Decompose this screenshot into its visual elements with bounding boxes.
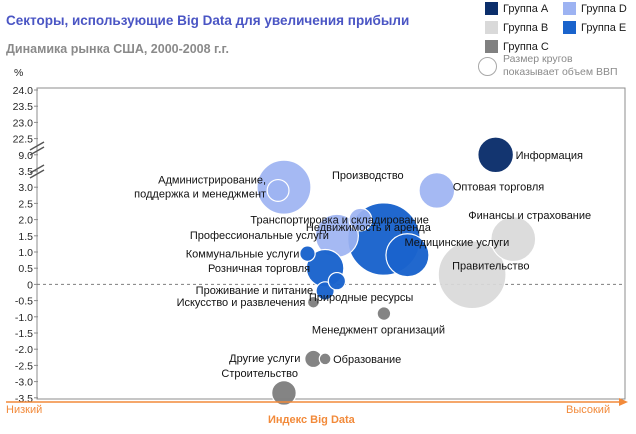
y-tick-label: 9.0 bbox=[18, 150, 33, 162]
x-axis-high: Высокий bbox=[566, 404, 611, 416]
chart-subtitle: Динамика рынка США, 2000-2008 г.г. bbox=[6, 42, 229, 56]
y-tick-label: 23.0 bbox=[13, 117, 34, 129]
bubble-12 bbox=[437, 240, 507, 310]
x-axis-arrow bbox=[6, 398, 628, 406]
legend-item-d: Группа D bbox=[563, 2, 627, 15]
y-tick-label: 2.5 bbox=[18, 198, 33, 210]
size-note-text: Размер кругов показывает объем ВВП bbox=[503, 53, 618, 79]
legend-swatch-c bbox=[485, 40, 498, 53]
point-label-10: Медицинские услуги bbox=[404, 237, 509, 249]
point-label-9: Коммунальные услуги bbox=[186, 249, 300, 261]
bubble-6 bbox=[490, 216, 537, 263]
y-tick-label: -1.5 bbox=[15, 328, 33, 340]
y-tick-label: 0.5 bbox=[18, 263, 33, 275]
point-labels: Компьютеры и электроникаИнформацияПроизв… bbox=[134, 150, 591, 380]
point-label-17: Другие услуги bbox=[229, 353, 300, 365]
point-label-6: Финансы и страхование bbox=[468, 210, 591, 222]
y-tick-label: 3.5 bbox=[18, 166, 33, 178]
legend-swatch-b bbox=[485, 21, 498, 34]
axis-break-mark bbox=[29, 146, 45, 156]
chart-title: Секторы, использующие Big Data для увели… bbox=[6, 13, 410, 28]
size-note-line-1: Размер кругов bbox=[503, 53, 573, 65]
bubble-3 bbox=[418, 172, 456, 209]
y-tick-label: 3.0 bbox=[18, 182, 33, 194]
bubble-5 bbox=[348, 207, 373, 232]
point-label-19: Строительство bbox=[221, 368, 298, 380]
y-tick-label: -0.5 bbox=[15, 296, 33, 308]
bubble-16 bbox=[376, 306, 392, 321]
y-tick-label: -2.5 bbox=[15, 360, 33, 372]
legend-item-a: Группа A bbox=[485, 2, 548, 15]
y-tick-label: 24.0 bbox=[13, 85, 34, 97]
y-tick-label: 22.5 bbox=[13, 134, 34, 146]
bubbles bbox=[256, 136, 537, 406]
x-axis-low: Низкий bbox=[6, 404, 43, 416]
point-label-2: Производство bbox=[332, 170, 404, 182]
bubble-4 bbox=[266, 178, 290, 202]
bubble-19 bbox=[271, 380, 297, 406]
bubble-15 bbox=[306, 295, 320, 309]
y-tick-label: 1.0 bbox=[18, 247, 33, 259]
axis-break-mark bbox=[29, 141, 45, 151]
point-label-1: Информация bbox=[516, 150, 583, 162]
legend-size-note: Размер кругов показывает объем ВВП bbox=[478, 53, 618, 79]
point-label-3: Оптовая торговля bbox=[453, 181, 544, 193]
y-axis-unit: % bbox=[14, 67, 23, 79]
point-label-12: Правительство bbox=[452, 261, 529, 273]
size-note-line-2: показывает объем ВВП bbox=[503, 66, 618, 78]
point-label-14: Проживание и питание bbox=[196, 285, 313, 297]
y-tick-label: 23.5 bbox=[13, 101, 34, 113]
y-tick-label: 1.5 bbox=[18, 231, 33, 243]
legend-swatch-d bbox=[563, 2, 576, 15]
legend-item-c: Группа C bbox=[485, 40, 549, 53]
point-label-line: поддержка и менеджмент bbox=[134, 188, 266, 200]
bubble-10 bbox=[385, 233, 430, 278]
bubble-9 bbox=[299, 245, 316, 262]
point-label-7: Профессиональные услуги bbox=[190, 230, 329, 242]
plot-frame bbox=[36, 87, 626, 400]
legend-label-c: Группа C bbox=[503, 40, 549, 53]
legend-label-e: Группа E bbox=[581, 21, 627, 34]
bubble-13 bbox=[327, 271, 347, 291]
size-circle-icon bbox=[478, 56, 497, 76]
bubble-18 bbox=[318, 352, 332, 366]
axis-break-mark bbox=[29, 169, 45, 179]
point-label-11: Розничная торговля bbox=[208, 263, 310, 275]
point-label-4: Администрирование, поддержка и менеджмент bbox=[134, 174, 266, 200]
legend-swatch-a bbox=[485, 2, 498, 15]
axis-break-mark bbox=[29, 164, 45, 174]
legend-item-e: Группа E bbox=[563, 21, 626, 34]
y-tick-label: -2.0 bbox=[15, 344, 33, 356]
y-tick-label: 2.0 bbox=[18, 215, 33, 227]
point-label-5: Транспортировка и складирование bbox=[250, 215, 429, 227]
point-label-8: Недвижимость и аренда bbox=[306, 222, 432, 234]
y-tick-label: 0 bbox=[27, 279, 33, 291]
bubble-1 bbox=[477, 136, 515, 174]
legend-label-d: Группа D bbox=[581, 2, 627, 15]
point-label-line: Администрирование, bbox=[158, 174, 266, 186]
x-axis-label: Индекс Big Data bbox=[268, 414, 355, 426]
legend-swatch-e bbox=[563, 21, 576, 34]
point-label-15: Искусство и развлечения bbox=[177, 297, 306, 309]
legend-item-b: Группа B bbox=[485, 21, 548, 34]
point-label-13: Природные ресурсы bbox=[309, 292, 413, 304]
legend-label-a: Группа A bbox=[503, 2, 549, 15]
y-axis: % 24.0 23.5 23.0 22.5 9.0 3.5 3.0 2.5 2.0 1.5 1.0 0.… bbox=[13, 67, 625, 405]
y-tick-label: -1.0 bbox=[15, 312, 33, 324]
legend-label-b: Группа B bbox=[503, 21, 549, 34]
point-label-18: Образование bbox=[333, 354, 401, 366]
y-tick-label: -3.0 bbox=[15, 377, 33, 389]
point-label-16: Менеджмент организаций bbox=[312, 325, 445, 337]
